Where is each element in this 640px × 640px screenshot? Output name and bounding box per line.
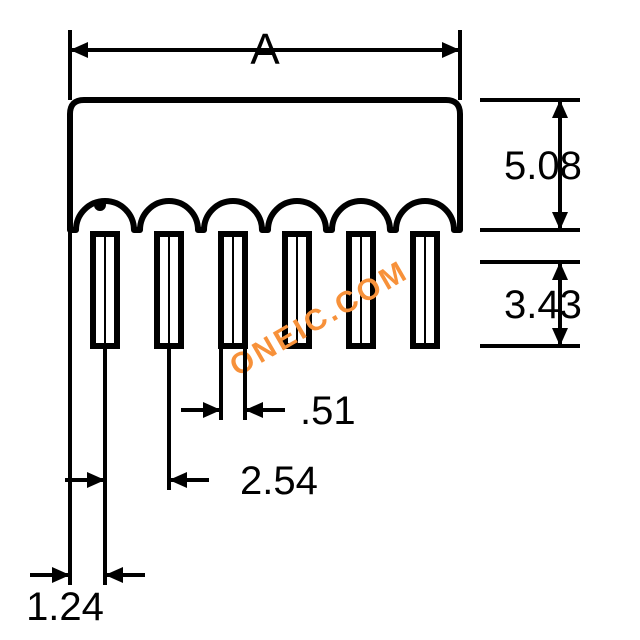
watermark-text: ONEIC.COM [224, 254, 414, 383]
dim-lead-h-label: 3.43 [504, 283, 582, 327]
package-body [70, 100, 460, 230]
dim-pitch-label: 2.54 [240, 459, 318, 503]
pin1-dot [94, 199, 106, 211]
dim-lead-w-label: .51 [300, 389, 356, 433]
dim-width-label: A [250, 25, 280, 74]
dim-edge-label: 1.24 [26, 585, 104, 629]
dim-body-h-label: 5.08 [504, 144, 582, 188]
